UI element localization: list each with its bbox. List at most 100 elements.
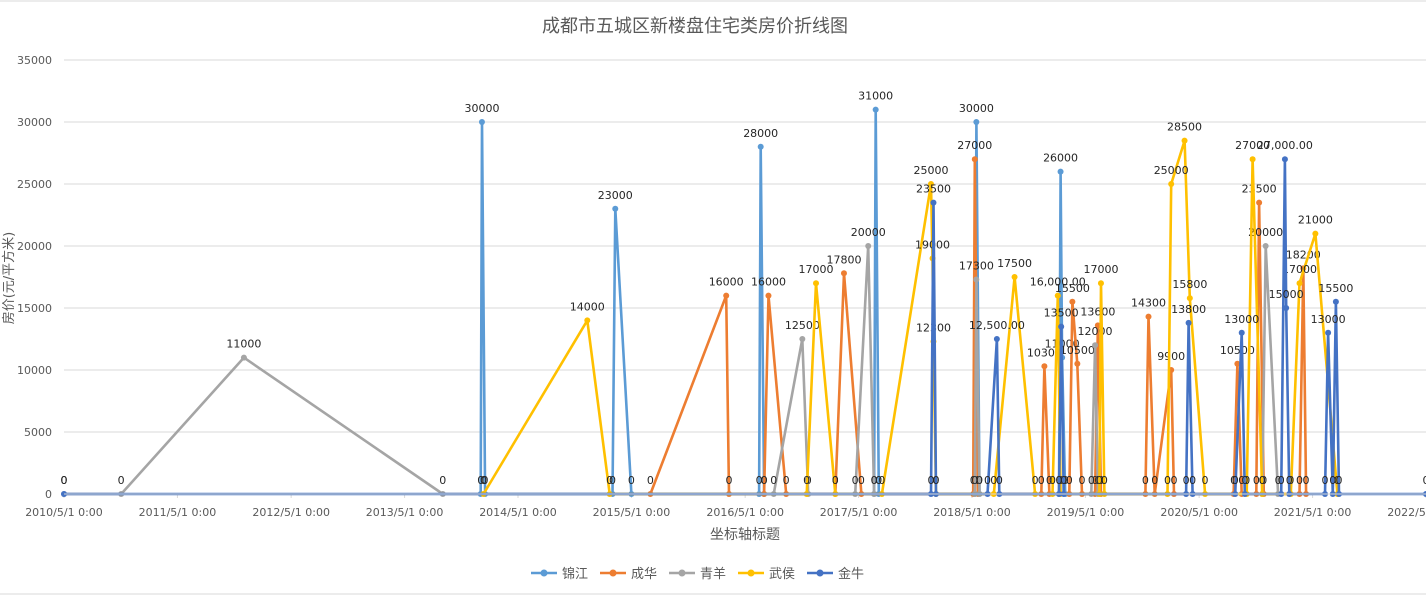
- legend-label: 武侯: [769, 567, 795, 582]
- data-label: 15000: [1269, 288, 1304, 301]
- data-point: [479, 119, 485, 125]
- legend-marker: [610, 570, 617, 577]
- data-label: 23500: [916, 183, 951, 196]
- data-label: 0: [770, 474, 777, 487]
- data-point: [1168, 181, 1174, 187]
- legend-item: 成华: [600, 567, 657, 582]
- data-point: [972, 156, 978, 162]
- data-point: [723, 293, 729, 299]
- data-point: [1312, 231, 1318, 237]
- legend-marker: [748, 570, 755, 577]
- data-point: [241, 355, 247, 361]
- data-label: 17000: [1282, 263, 1317, 276]
- data-label: 14300: [1131, 297, 1166, 310]
- data-label: 25000: [913, 164, 948, 177]
- data-point: [1325, 330, 1331, 336]
- x-axis-title: 坐标轴标题: [710, 527, 780, 543]
- data-point: [1282, 156, 1288, 162]
- data-label: 0: [1322, 474, 1329, 487]
- data-point: [1283, 305, 1289, 311]
- data-label: 15500: [1318, 282, 1353, 295]
- data-label: 0: [1079, 474, 1086, 487]
- data-point: [1058, 324, 1064, 330]
- data-label: 16,000.00: [1030, 276, 1086, 289]
- data-label: 12,500.00: [969, 319, 1025, 332]
- data-point: [1187, 295, 1193, 301]
- data-point: [1012, 274, 1018, 280]
- data-label: 0: [1241, 474, 1248, 487]
- x-tick-label: 2021/5/1 0:00: [1274, 506, 1352, 519]
- data-point: [973, 119, 979, 125]
- data-label: 13800: [1171, 303, 1206, 316]
- data-point: [1146, 314, 1152, 320]
- data-label: 0: [1259, 474, 1266, 487]
- data-point: [758, 144, 764, 150]
- legend-label: 锦江: [562, 567, 588, 582]
- data-label: 13000: [1311, 313, 1346, 326]
- data-point: [973, 276, 979, 282]
- data-label: 0: [1286, 474, 1293, 487]
- data-label: 13600: [1080, 305, 1115, 318]
- data-point: [612, 206, 618, 212]
- data-label: 0: [932, 474, 939, 487]
- data-point: [1250, 156, 1256, 162]
- data-label: 9900: [1157, 350, 1185, 363]
- data-label: 0: [1060, 474, 1067, 487]
- data-label: 0: [1038, 474, 1045, 487]
- data-label: 15800: [1172, 278, 1207, 291]
- y-tick-label: 35000: [17, 54, 52, 67]
- data-label: 0: [852, 474, 859, 487]
- data-label: 31000: [858, 90, 893, 103]
- data-label: 0: [1189, 474, 1196, 487]
- data-point: [1074, 361, 1080, 367]
- data-label: 0: [1423, 474, 1426, 487]
- data-label: 16000: [751, 276, 786, 289]
- data-point: [1041, 363, 1047, 369]
- data-label: 0: [984, 474, 991, 487]
- data-label: 0: [1164, 474, 1171, 487]
- data-label: 0: [871, 474, 878, 487]
- data-label: 23000: [598, 189, 633, 202]
- data-label: 17300: [959, 259, 994, 272]
- legend-label: 青羊: [700, 566, 726, 582]
- data-label: 25000: [1154, 164, 1189, 177]
- data-point: [1297, 280, 1303, 286]
- data-label: 13500: [1044, 307, 1079, 320]
- x-tick-label: 2020/5/1 0:00: [1160, 506, 1238, 519]
- data-label: 0: [1202, 474, 1209, 487]
- x-tick-label: 2016/5/1 0:00: [706, 506, 784, 519]
- data-label: 27000: [957, 139, 992, 152]
- data-label: 20000: [851, 226, 886, 239]
- data-point: [994, 336, 1000, 342]
- y-tick-label: 20000: [17, 240, 52, 253]
- x-tick-label: 2017/5/1 0:00: [820, 506, 898, 519]
- data-label: 0: [803, 474, 810, 487]
- legend-label: 金牛: [838, 566, 864, 582]
- x-tick-label: 2012/5/1 0:00: [252, 506, 330, 519]
- data-point: [1092, 342, 1098, 348]
- data-point: [1263, 243, 1269, 249]
- data-label: 0: [1303, 474, 1310, 487]
- data-label: 0: [439, 474, 446, 487]
- data-label: 0: [1142, 474, 1149, 487]
- x-tick-label: 2010/5/1 0:00: [25, 506, 103, 519]
- data-label: 27,000.00: [1257, 139, 1313, 152]
- gridlines: [64, 60, 1426, 432]
- y-tick-label: 15000: [17, 302, 52, 315]
- data-point: [765, 293, 771, 299]
- legend-item: 锦江: [531, 567, 588, 582]
- y-tick-label: 5000: [24, 426, 52, 439]
- data-label: 0: [832, 474, 839, 487]
- data-point: [813, 280, 819, 286]
- series-line: [64, 159, 1426, 494]
- data-point: [1069, 299, 1075, 305]
- data-point: [1182, 138, 1188, 144]
- data-point: [841, 270, 847, 276]
- x-tick-label: 2013/5/1 0:00: [366, 506, 444, 519]
